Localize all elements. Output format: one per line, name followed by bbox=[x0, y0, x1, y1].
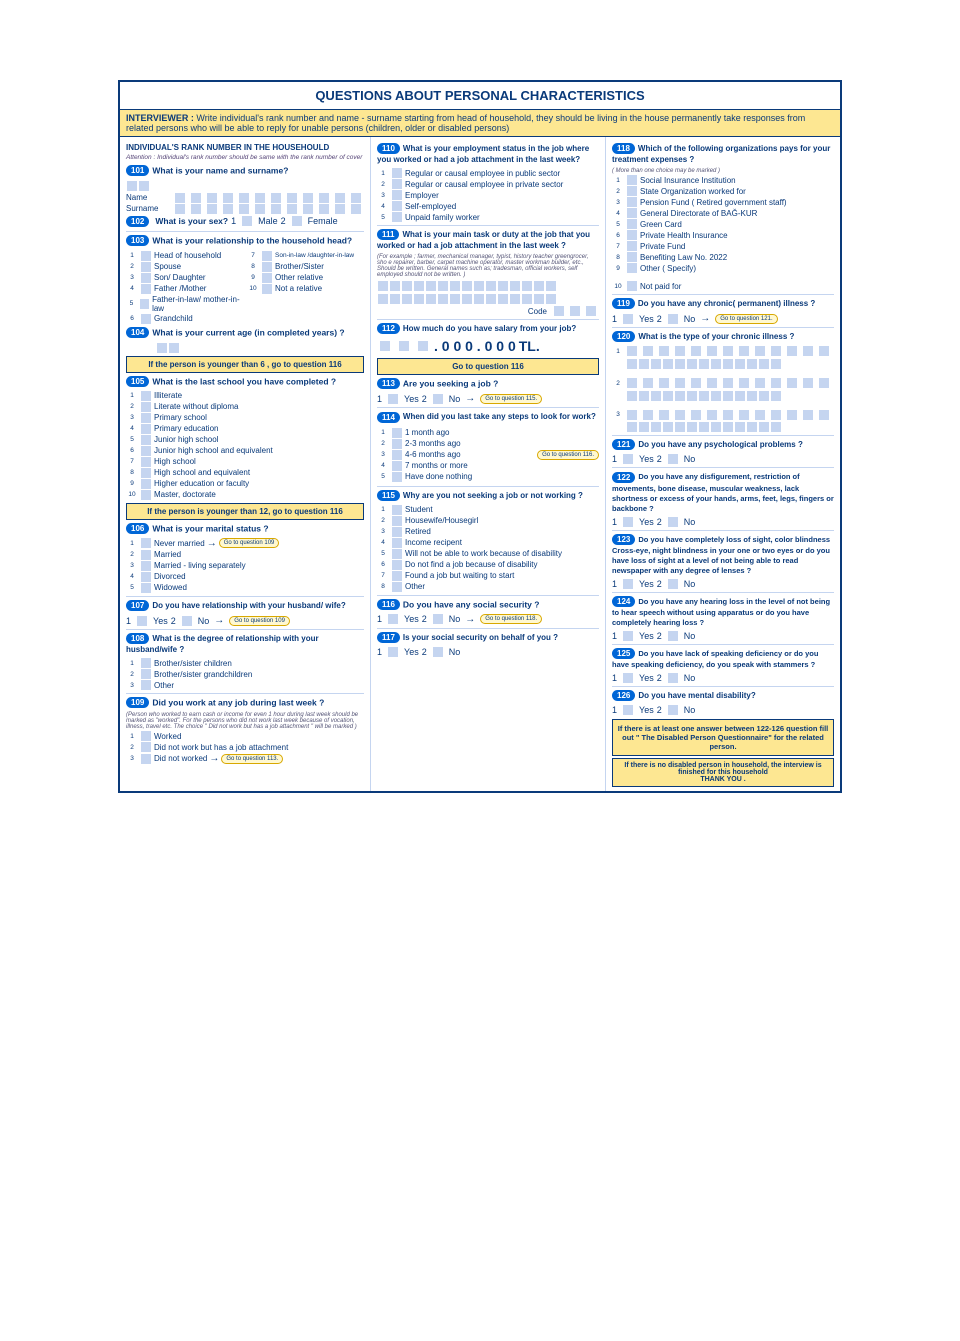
final-note-2: If there is no disabled person in househ… bbox=[612, 758, 834, 787]
skip-rule-2: If the person is younger than 12, go to … bbox=[126, 503, 364, 520]
q101-text: What is your name and surname? bbox=[152, 166, 288, 176]
rank-note: Attention : Individual's rank number sho… bbox=[126, 154, 364, 161]
form-title: QUESTIONS ABOUT PERSONAL CHARACTERISTICS bbox=[120, 82, 840, 110]
final-note-1: If there is at least one answer between … bbox=[612, 719, 834, 756]
skip-rule-1: If the person is younger than 6 , go to … bbox=[126, 356, 364, 373]
input-box[interactable] bbox=[127, 181, 137, 191]
surname-label: Surname bbox=[126, 204, 168, 213]
q102-num: 102 bbox=[126, 216, 149, 227]
survey-form: QUESTIONS ABOUT PERSONAL CHARACTERISTICS… bbox=[118, 80, 842, 793]
name-label: Name bbox=[126, 193, 168, 202]
column-3: 118Which of the following organizations … bbox=[606, 137, 840, 791]
rank-header: INDIVIDUAL'S RANK NUMBER IN THE HOUSEHOU… bbox=[126, 143, 364, 152]
interviewer-instructions: INTERVIEWER : Write individual's rank nu… bbox=[120, 110, 840, 137]
q101-num: 101 bbox=[126, 165, 149, 176]
column-1: INDIVIDUAL'S RANK NUMBER IN THE HOUSEHOU… bbox=[120, 137, 371, 791]
column-2: 110What is your employment status in the… bbox=[371, 137, 606, 791]
